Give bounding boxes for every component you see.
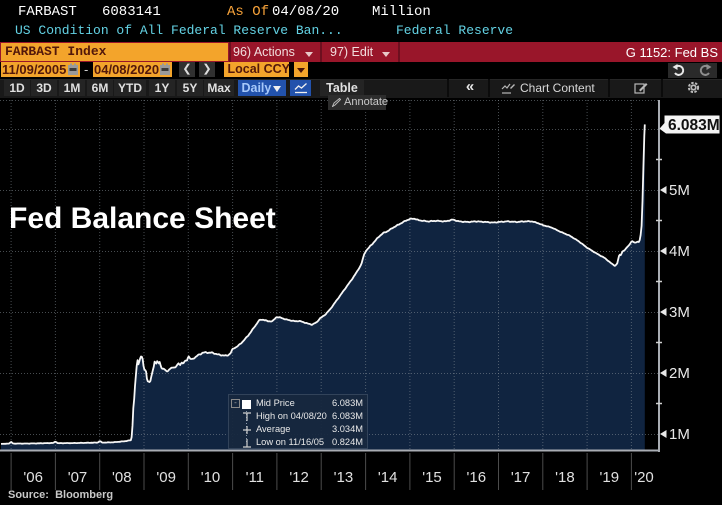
svg-text:'09: '09 — [156, 469, 176, 486]
svg-text:'06: '06 — [23, 469, 43, 486]
svg-text:1M: 1M — [669, 426, 690, 443]
svg-text:'18: '18 — [555, 469, 575, 486]
svg-text:4M: 4M — [669, 243, 690, 260]
svg-text:'16: '16 — [467, 469, 487, 486]
svg-text:'10: '10 — [201, 469, 221, 486]
svg-text:'12: '12 — [289, 469, 309, 486]
svg-text:6.083M: 6.083M — [668, 117, 720, 134]
svg-text:'19: '19 — [600, 469, 620, 486]
svg-text:'13: '13 — [334, 469, 354, 486]
svg-text:2M: 2M — [669, 365, 690, 382]
svg-text:'07: '07 — [68, 469, 88, 486]
svg-text:'20: '20 — [634, 469, 654, 486]
svg-text:'08: '08 — [112, 469, 132, 486]
svg-text:'11: '11 — [246, 469, 264, 486]
svg-text:'14: '14 — [378, 469, 398, 486]
svg-text:'17: '17 — [511, 469, 531, 486]
svg-text:5M: 5M — [669, 182, 690, 199]
svg-text:'15: '15 — [422, 469, 442, 486]
svg-text:3M: 3M — [669, 304, 690, 321]
